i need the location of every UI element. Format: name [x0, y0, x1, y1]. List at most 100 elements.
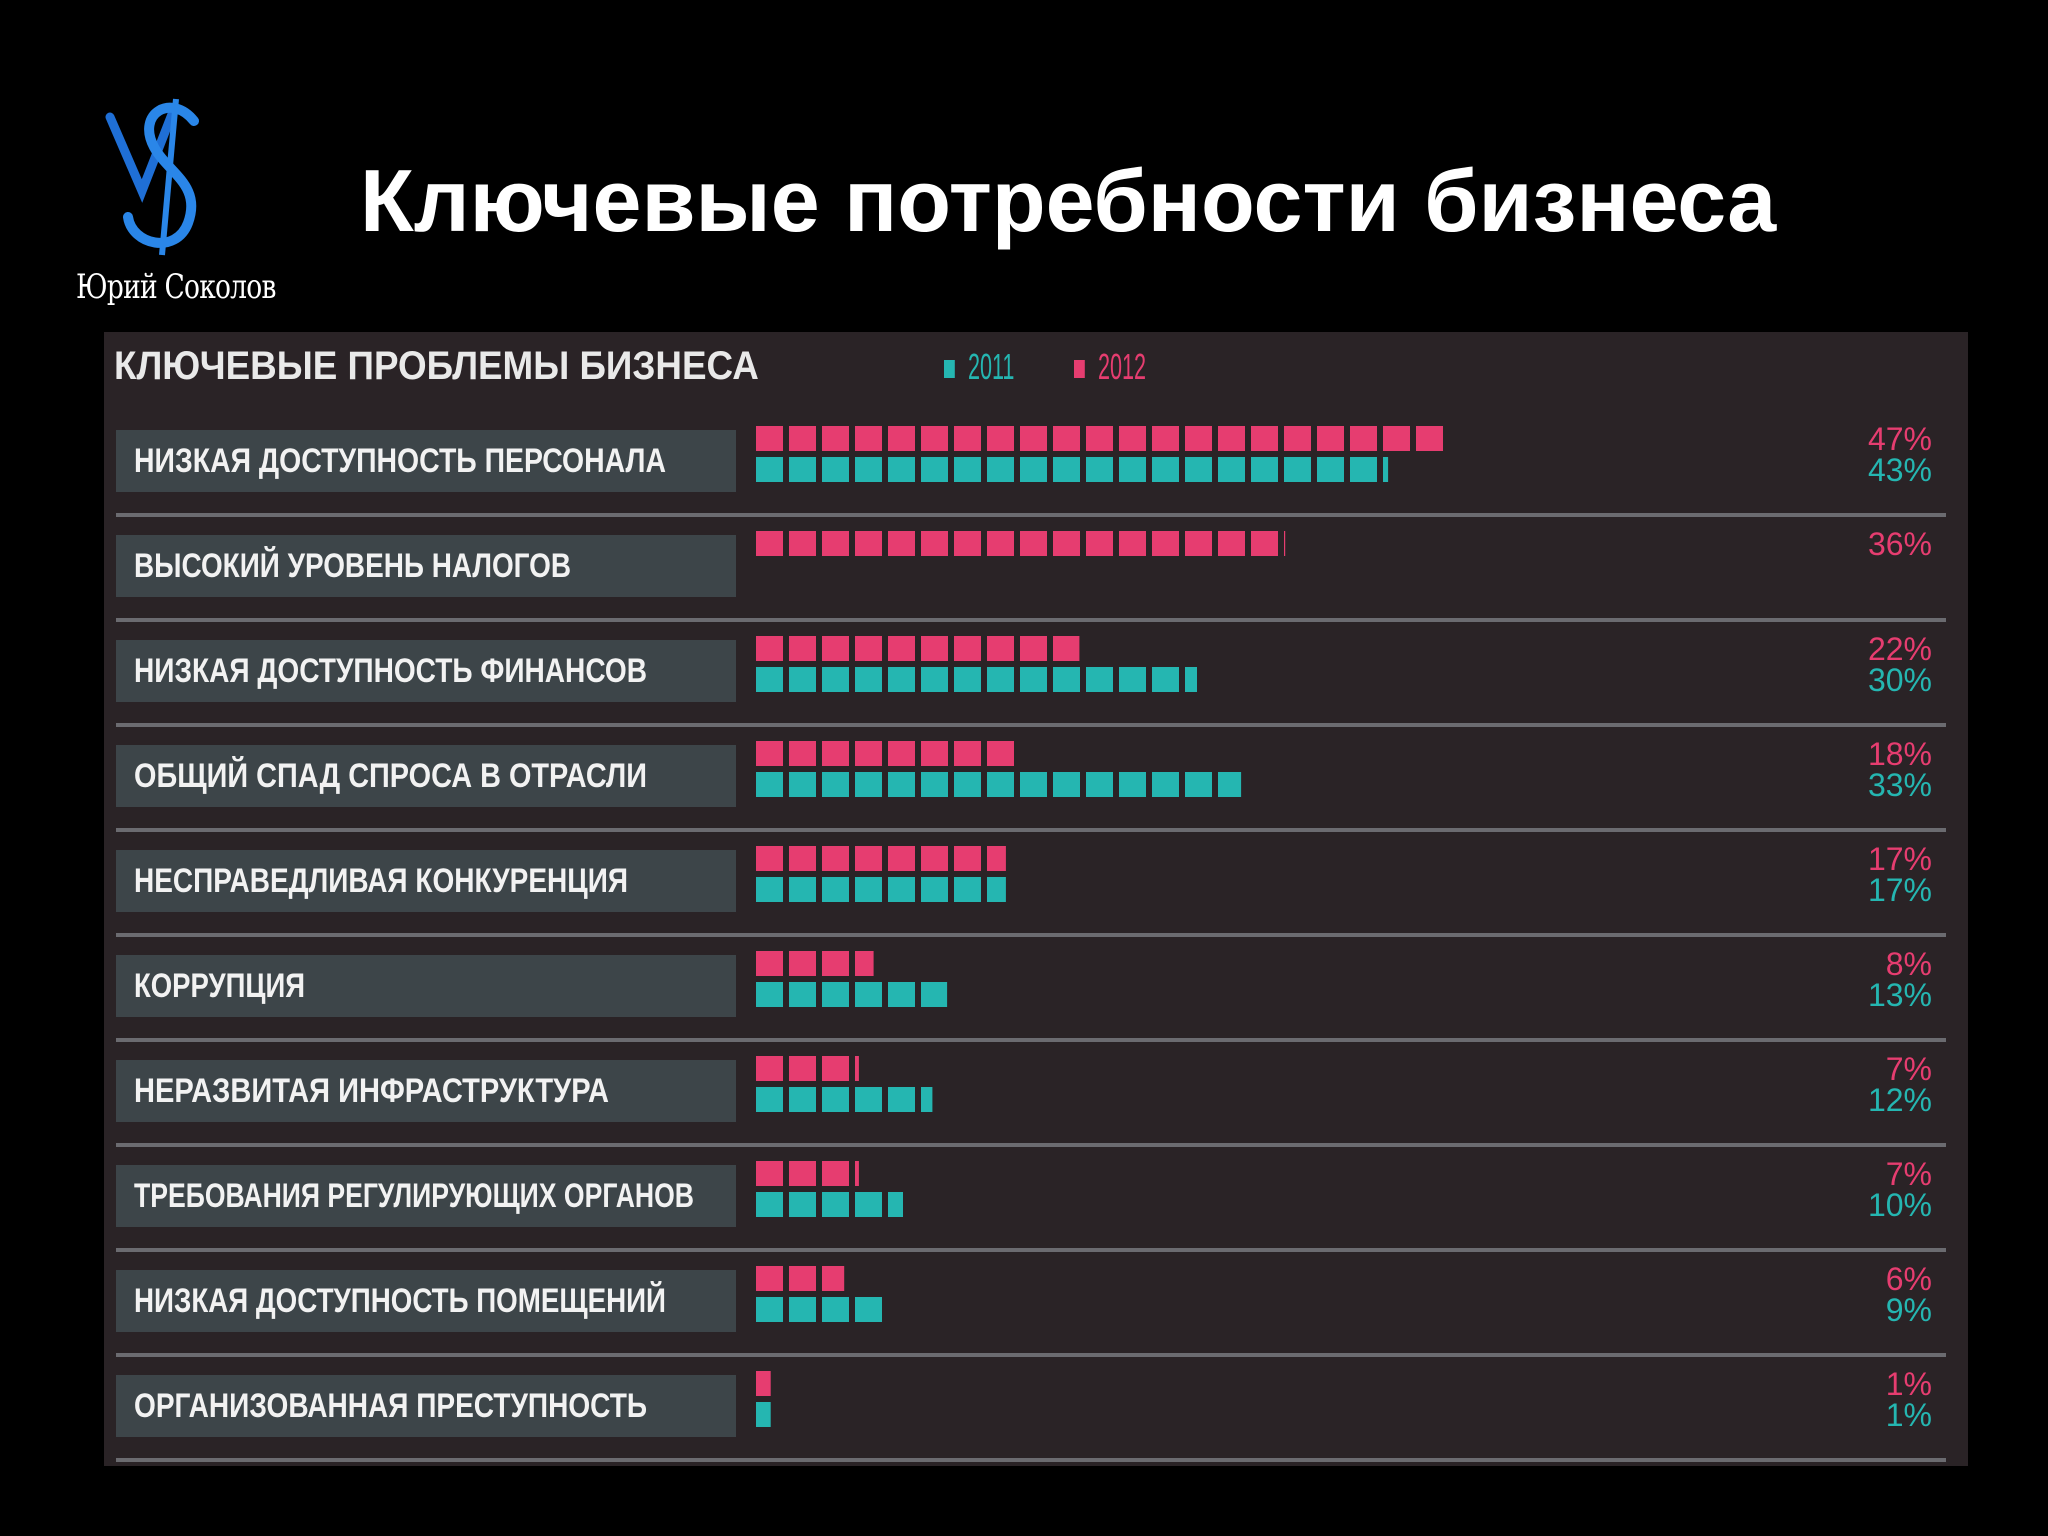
bar-2011-segment [789, 877, 816, 902]
chart-title: КЛЮЧЕВЫЕ ПРОБЛЕМЫ БИЗНЕСА [114, 344, 759, 388]
legend-label-2012: 2012 [1098, 346, 1147, 387]
row-label: НИЗКАЯ ДОСТУПНОСТЬ ПОМЕЩЕНИЙ [134, 1281, 666, 1320]
value-label-2011: 9% [1886, 1292, 1932, 1328]
row-divider [116, 828, 1946, 832]
bar-2012-segment [1284, 531, 1286, 556]
bar-2011-segment [855, 457, 882, 482]
bar-2011-segment [855, 1087, 882, 1112]
bar-2011-segment [1317, 457, 1344, 482]
row-label-box [116, 1375, 736, 1437]
bar-2012-segment [789, 636, 816, 661]
bar-2011-segment [756, 1192, 783, 1217]
bar-2012-segment [1053, 426, 1080, 451]
bar-2012-segment [789, 1161, 816, 1186]
bar-2012-segment [789, 531, 816, 556]
row-label-box [116, 955, 736, 1017]
bar-2012-segment [1053, 531, 1080, 556]
bar-2011-segment [1053, 667, 1080, 692]
bar-2012-segment [888, 846, 915, 871]
bar-2011-segment [789, 1192, 816, 1217]
bar-2012-segment [822, 1161, 849, 1186]
bar-2011-segment [987, 667, 1014, 692]
bar-2011-segment [1020, 772, 1047, 797]
row-label-box [116, 640, 736, 702]
bar-2011-segment [1152, 457, 1179, 482]
bar-2011-segment [921, 877, 948, 902]
bar-2012-segment [789, 951, 816, 976]
value-label-2012: 1% [1886, 1366, 1932, 1402]
bar-2011-segment [954, 667, 981, 692]
bar-2011-segment [987, 772, 1014, 797]
bar-2011-segment [1185, 667, 1197, 692]
bar-2011-segment [987, 457, 1014, 482]
logo: Юрий Соколов [72, 95, 276, 315]
bar-2012-segment [756, 741, 783, 766]
bar-2011-segment [855, 772, 882, 797]
bar-2011-segment [1020, 457, 1047, 482]
bar-2012-segment [855, 636, 882, 661]
bar-2012-segment [954, 846, 981, 871]
bar-2012-segment [987, 846, 1006, 871]
slide-title: Ключевые потребности бизнеса [360, 151, 1777, 250]
legend-item-2011: 2011 [944, 346, 1014, 388]
row-divider [116, 513, 1946, 517]
bar-2011-segment [1185, 457, 1212, 482]
bar-2012-segment [756, 1266, 783, 1291]
bar-2012-segment [855, 426, 882, 451]
bar-2012-segment [789, 426, 816, 451]
row-label: ВЫСОКИЙ УРОВЕНЬ НАЛОГОВ [134, 546, 571, 585]
bar-2011-segment [756, 772, 783, 797]
row-label: НЕСПРАВЕДЛИВАЯ КОНКУРЕНЦИЯ [134, 862, 628, 900]
chart-row: КОРРУПЦИЯ 8%13% [116, 946, 1946, 1042]
bar-2011-segment [855, 1297, 882, 1322]
bar-2012-segment [921, 636, 948, 661]
bar-2012-segment [822, 426, 849, 451]
bar-2012-segment [888, 426, 915, 451]
value-label-2012: 47% [1868, 421, 1932, 457]
bar-2012-segment [954, 531, 981, 556]
bar-2011-segment [855, 1192, 882, 1217]
bar-2012-segment [1284, 426, 1311, 451]
bar-2012-segment [756, 426, 783, 451]
row-label-box [116, 430, 736, 492]
bar-2011-segment [921, 457, 948, 482]
value-label-2012: 22% [1868, 631, 1932, 667]
bar-2011-segment [888, 877, 915, 902]
bar-2011-segment [822, 667, 849, 692]
bar-2012-segment [789, 846, 816, 871]
bar-2012-segment [954, 636, 981, 661]
value-label-2012: 17% [1868, 841, 1932, 877]
legend-swatch-2012 [1074, 360, 1085, 379]
value-label-2011: 1% [1886, 1397, 1932, 1433]
bar-2012-segment [1020, 636, 1047, 661]
bar-2011-segment [1185, 772, 1212, 797]
bar-2012-segment [855, 741, 882, 766]
bar-2012-segment [888, 636, 915, 661]
bar-2011-segment [822, 1087, 849, 1112]
bar-2012-segment [855, 531, 882, 556]
bar-2012-segment [987, 636, 1014, 661]
bar-2011-segment [1218, 457, 1245, 482]
bar-2012-segment [789, 741, 816, 766]
chart-row: ОБЩИЙ СПАД СПРОСА В ОТРАСЛИ 18%33% [116, 736, 1946, 832]
chart-plot: НИЗКАЯ ДОСТУПНОСТЬ ПЕРСОНАЛА 47%43% ВЫСОКИ… [116, 421, 1946, 1462]
bar-2012-segment [822, 1056, 849, 1081]
value-label-2012: 36% [1868, 526, 1932, 562]
bar-2012-segment [954, 426, 981, 451]
row-label-box [116, 1270, 736, 1332]
bar-2011-segment [789, 1087, 816, 1112]
bar-2011-segment [1053, 457, 1080, 482]
value-label-2011: 17% [1868, 872, 1932, 908]
bar-2012-segment [987, 426, 1014, 451]
bar-2012-segment [822, 951, 849, 976]
bar-2011-segment [888, 1192, 903, 1217]
bar-2011-segment [822, 982, 849, 1007]
row-divider [116, 723, 1946, 727]
bar-2011-segment [1119, 667, 1146, 692]
legend-swatch-2011 [944, 360, 955, 379]
bar-2012-segment [1020, 531, 1047, 556]
bar-2012-segment [756, 1056, 783, 1081]
row-divider [116, 1353, 1946, 1357]
bar-2012-segment [822, 531, 849, 556]
bar-2012-segment [1317, 426, 1344, 451]
